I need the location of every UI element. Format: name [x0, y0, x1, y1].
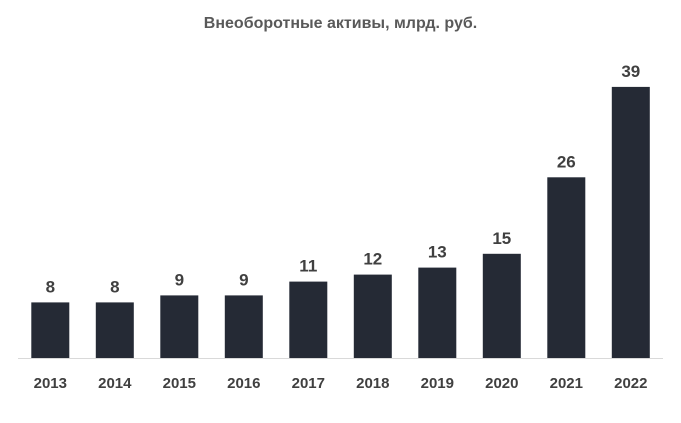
x-tick-labels-layer: 2013 2014 2015 2016 2017 2018 2019 2020 2021 2022: [34, 375, 648, 392]
chart-title: Внеоборотные активы, млрд. руб.: [203, 15, 478, 32]
x-tick-label-2016: 2016: [227, 375, 260, 392]
bar-2017: [289, 281, 328, 359]
data-label-2018: 12: [363, 250, 382, 269]
x-tick-label-2021: 2021: [550, 375, 583, 392]
data-label-2020: 15: [492, 229, 511, 248]
x-tick-label-2017: 2017: [292, 375, 325, 392]
data-label-2016: 9: [239, 270, 248, 289]
x-tick-label-2014: 2014: [98, 375, 132, 392]
bars-layer: [31, 86, 650, 359]
data-label-2015: 9: [175, 270, 184, 289]
bar-2020: [482, 253, 521, 359]
bar-2016: [224, 295, 263, 358]
bar-2014: [95, 302, 134, 358]
bar-2021: [547, 177, 586, 358]
x-tick-label-2019: 2019: [421, 375, 454, 392]
x-tick-label-2015: 2015: [163, 375, 196, 392]
data-label-2013: 8: [46, 277, 55, 296]
x-tick-label-2018: 2018: [356, 375, 389, 392]
data-label-2017: 11: [299, 257, 317, 276]
bar-2019: [418, 267, 457, 358]
x-tick-label-2013: 2013: [34, 375, 67, 392]
data-label-2022: 39: [621, 62, 640, 81]
x-tick-label-2020: 2020: [485, 375, 518, 392]
data-label-2019: 13: [428, 243, 447, 262]
bar-2013: [31, 302, 70, 358]
x-tick-label-2022: 2022: [614, 375, 647, 392]
data-label-2021: 26: [557, 152, 576, 171]
data-label-2014: 8: [110, 277, 119, 296]
bar-2015: [160, 295, 199, 358]
bar-2018: [353, 274, 392, 358]
value-labels-layer: 8 8 9 9 11 12 13 15 26 39: [46, 62, 641, 296]
bar-2022: [611, 86, 650, 359]
